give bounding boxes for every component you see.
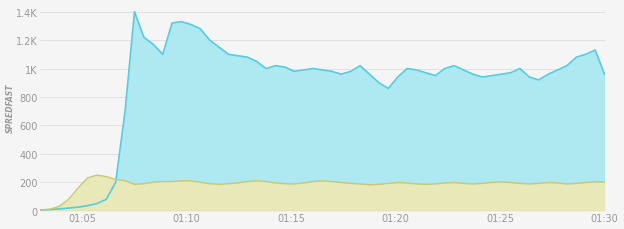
Y-axis label: SPREDFAST: SPREDFAST bbox=[6, 84, 14, 133]
